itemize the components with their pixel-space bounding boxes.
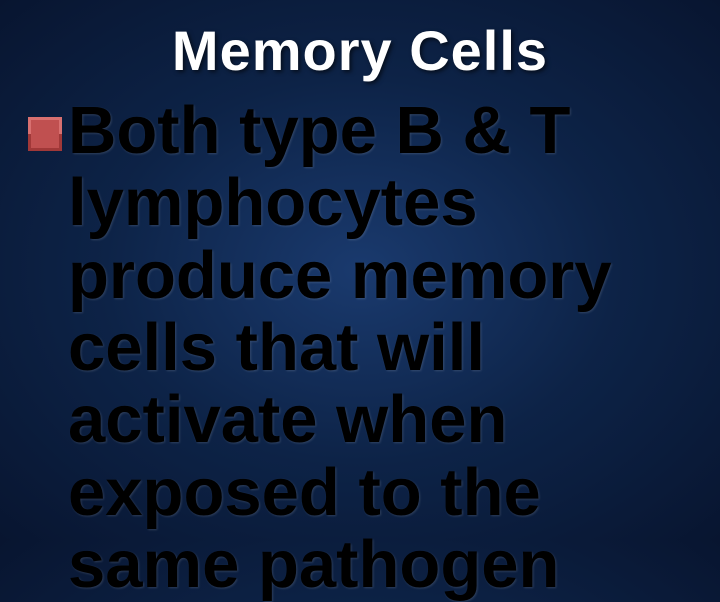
bullet-body-text: Both type B & T lymphocytes produce memo…	[68, 95, 696, 602]
bullet-row: Both type B & T lymphocytes produce memo…	[24, 95, 696, 602]
square-bullet-icon	[28, 117, 62, 151]
slide-container: Memory Cells Both type B & T lymphocytes…	[0, 0, 720, 540]
slide-title: Memory Cells	[24, 18, 696, 83]
